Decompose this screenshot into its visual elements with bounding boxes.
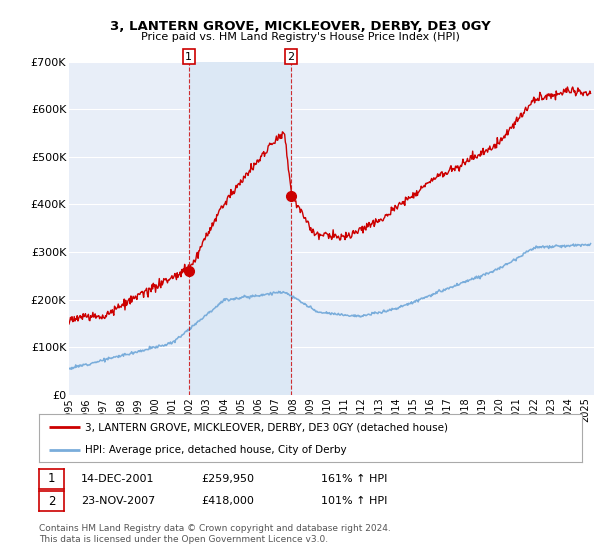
Text: 2: 2	[48, 494, 55, 508]
Bar	[189, 62, 291, 395]
Text: 161% ↑ HPI: 161% ↑ HPI	[321, 474, 388, 484]
Text: 1: 1	[185, 52, 193, 62]
Text: £259,950: £259,950	[201, 474, 254, 484]
Text: Contains HM Land Registry data © Crown copyright and database right 2024.
This d: Contains HM Land Registry data © Crown c…	[39, 524, 391, 544]
Text: 3, LANTERN GROVE, MICKLEOVER, DERBY, DE3 0GY: 3, LANTERN GROVE, MICKLEOVER, DERBY, DE3…	[110, 20, 490, 32]
Text: HPI: Average price, detached house, City of Derby: HPI: Average price, detached house, City…	[85, 445, 347, 455]
Text: 3, LANTERN GROVE, MICKLEOVER, DERBY, DE3 0GY (detached house): 3, LANTERN GROVE, MICKLEOVER, DERBY, DE3…	[85, 422, 448, 432]
Text: 1: 1	[48, 472, 55, 486]
Text: 101% ↑ HPI: 101% ↑ HPI	[321, 496, 388, 506]
Text: Price paid vs. HM Land Registry's House Price Index (HPI): Price paid vs. HM Land Registry's House …	[140, 32, 460, 42]
Text: 2: 2	[287, 52, 295, 62]
Text: £418,000: £418,000	[201, 496, 254, 506]
Text: 14-DEC-2001: 14-DEC-2001	[81, 474, 155, 484]
Text: 23-NOV-2007: 23-NOV-2007	[81, 496, 155, 506]
